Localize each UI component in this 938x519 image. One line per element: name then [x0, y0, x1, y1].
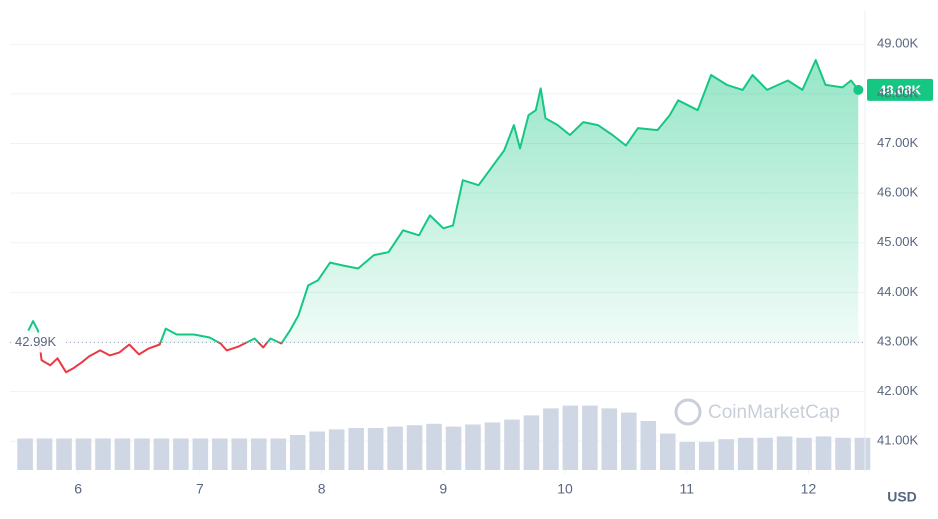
y-tick-label: 48.00K: [877, 85, 919, 100]
volume-bar: [173, 438, 189, 470]
x-tick-label: 7: [196, 481, 204, 497]
y-tick-label: 45.00K: [877, 234, 919, 249]
volume-bar: [309, 431, 325, 470]
y-tick-label: 42.00K: [877, 383, 919, 398]
volume-bar: [737, 437, 754, 470]
price-tag-label: 48.08K: [879, 82, 922, 97]
y-tick-label: 44.00K: [877, 284, 919, 299]
volume-bar: [328, 429, 345, 470]
volume-bar: [698, 442, 715, 470]
y-tick-label: 46.00K: [877, 185, 919, 200]
volume-bar: [134, 438, 150, 470]
volume-bar: [250, 438, 267, 470]
price-line: [27, 59, 860, 374]
volume-bar: [348, 428, 364, 470]
x-tick-label: 10: [557, 481, 573, 497]
currency-label: USD: [887, 489, 917, 505]
x-tick-label: 11: [679, 481, 694, 497]
volume-bar: [270, 438, 287, 470]
volume-bar: [640, 421, 657, 470]
volume-bar: [757, 437, 773, 470]
volume-bar: [854, 437, 871, 470]
baseline-label: 42.99K: [15, 334, 57, 349]
last-point: [853, 84, 864, 95]
volume-bar: [815, 436, 832, 470]
volume-bar: [192, 438, 209, 470]
volume-bar: [75, 438, 92, 470]
volume-bar: [17, 438, 33, 470]
volume-bar: [114, 438, 131, 470]
volume-bar: [621, 412, 637, 470]
volume-bar: [484, 422, 501, 470]
volume-bar: [718, 439, 734, 470]
volume-bar: [231, 438, 248, 470]
y-tick-label: 47.00K: [877, 135, 919, 150]
x-tick-label: 9: [439, 481, 447, 497]
watermark-text: CoinMarketCap: [708, 402, 840, 423]
x-tick-label: 12: [801, 481, 817, 497]
volume-bar: [426, 423, 442, 470]
volume-bar: [523, 415, 540, 470]
volume-bar: [659, 433, 676, 470]
volume-bar: [543, 408, 559, 470]
volume-bar: [796, 437, 812, 470]
x-tick-label: 6: [74, 481, 82, 497]
volume-bar: [56, 438, 72, 470]
x-tick-label: 8: [318, 481, 326, 497]
volume-bar: [36, 438, 53, 470]
volume-bar: [153, 438, 170, 470]
y-tick-label: 41.00K: [877, 433, 919, 448]
price-tag: [867, 78, 933, 101]
y-tick-label: 43.00K: [877, 333, 919, 348]
volume-bar: [367, 428, 384, 470]
volume-bar: [212, 438, 228, 470]
volume-bar: [95, 438, 111, 470]
volume-bar: [835, 437, 851, 470]
volume-bar: [582, 405, 598, 470]
volume-bar: [387, 426, 403, 470]
y-tick-label: 49.00K: [877, 36, 919, 51]
volume-bar: [465, 424, 481, 470]
volume-bar: [601, 408, 618, 470]
baseline-label-bg: [12, 332, 66, 353]
volume-bar: [445, 426, 462, 470]
volume-bar: [406, 425, 423, 470]
watermark: CoinMarketCap: [674, 398, 840, 426]
volume-bar: [289, 435, 306, 470]
volume-bar: [504, 419, 520, 470]
price-area: [28, 60, 859, 343]
volume-bar: [562, 405, 579, 470]
volume-bar: [679, 442, 696, 470]
volume-bar: [776, 436, 793, 470]
